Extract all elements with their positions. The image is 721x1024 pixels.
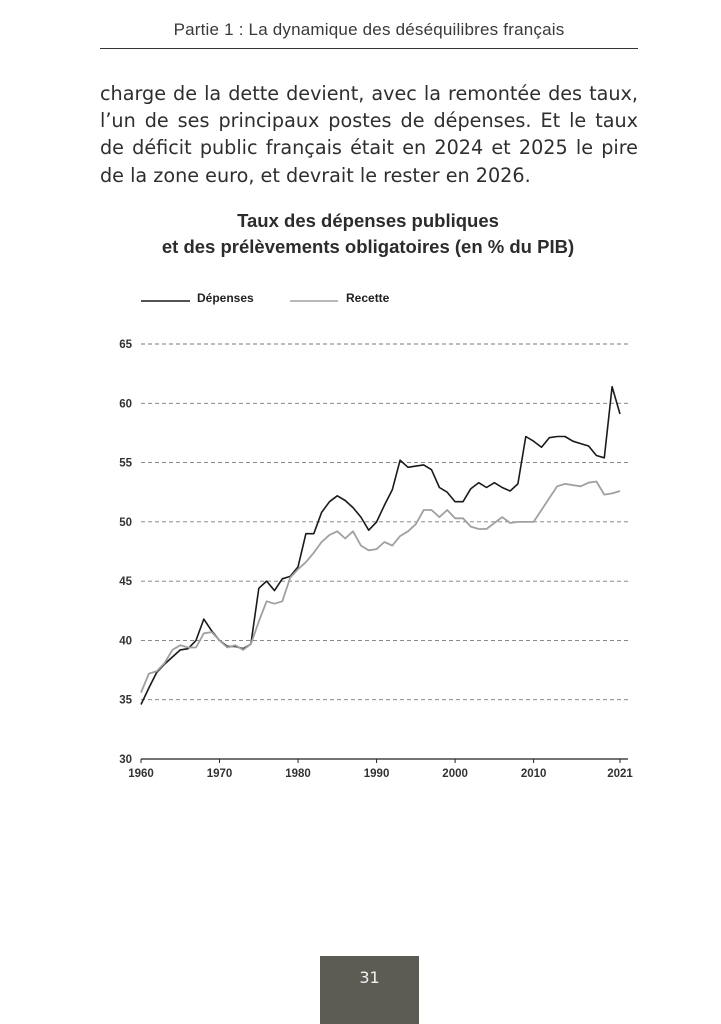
body-paragraph: charge de la dette devient, avec la remo…	[100, 80, 638, 189]
chart-legend: Dépenses Recette	[141, 291, 390, 305]
body-paragraph-text: charge de la dette devient, avec la remo…	[100, 82, 638, 187]
y-tick-label: 50	[119, 517, 132, 529]
y-tick-label: 65	[119, 339, 132, 351]
chart-grid	[141, 343, 628, 701]
chart-title-line-1: Taux des dépenses publiques	[237, 210, 499, 231]
y-tick-label: 40	[119, 635, 132, 647]
chart-title-line-2: et des prélèvements obligatoires (en % d…	[161, 236, 575, 257]
x-tick-label: 2021	[607, 768, 633, 780]
x-tick-label: 1990	[364, 768, 390, 780]
y-tick-label: 35	[119, 695, 132, 707]
y-tick-label: 30	[119, 754, 132, 766]
legend-label-depenses: Dépenses	[197, 291, 254, 305]
x-tick-label: 2000	[442, 768, 468, 780]
y-tick-label: 60	[119, 398, 132, 410]
x-tick-label: 1970	[207, 768, 233, 780]
x-tick-label: 1980	[285, 768, 311, 780]
running-header: Partie 1 : La dynamique des déséquilibre…	[173, 20, 565, 39]
chart-title: Taux des dépenses publiques et des prélè…	[60, 208, 676, 260]
x-tick-label: 2010	[521, 768, 547, 780]
legend-label-recette: Recette	[346, 291, 390, 305]
header-rule	[100, 48, 638, 49]
y-tick-label: 55	[119, 458, 132, 470]
series-line-recette	[140, 480, 621, 693]
x-tick-label: 1960	[128, 768, 154, 780]
y-tick-label: 45	[119, 576, 132, 588]
page-number-box: 31	[320, 956, 419, 1024]
y-axis: 30 35 40 45 50 55 60 65	[119, 339, 132, 766]
chart-series	[140, 385, 621, 705]
page-number: 31	[359, 968, 380, 987]
x-axis: 1960 1970 1980 1990 2000 2010 2021	[128, 758, 633, 780]
